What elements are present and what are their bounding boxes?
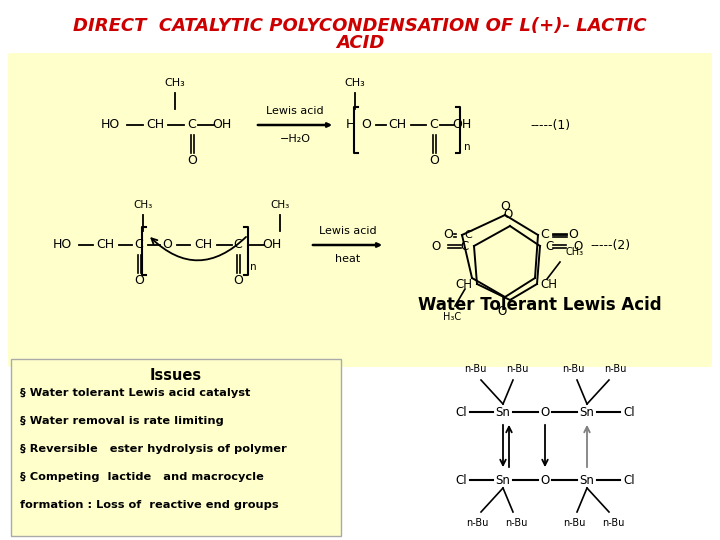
Text: formation : Loss of  reactive end groups: formation : Loss of reactive end groups bbox=[20, 500, 279, 510]
Text: HO: HO bbox=[100, 118, 120, 132]
Text: Lewis acid: Lewis acid bbox=[319, 226, 377, 236]
Text: CH₃: CH₃ bbox=[133, 200, 153, 210]
Text: CH: CH bbox=[96, 239, 114, 252]
Text: HO: HO bbox=[53, 239, 71, 252]
Text: C: C bbox=[461, 240, 469, 253]
Text: n-Bu: n-Bu bbox=[602, 518, 624, 528]
Text: Sn: Sn bbox=[495, 406, 510, 419]
Text: Issues: Issues bbox=[150, 368, 202, 383]
Text: O: O bbox=[134, 274, 144, 287]
Text: Cl: Cl bbox=[455, 406, 467, 419]
Text: ACID: ACID bbox=[336, 34, 384, 52]
Text: Lewis acid: Lewis acid bbox=[266, 106, 324, 116]
Text: n-Bu: n-Bu bbox=[604, 364, 626, 374]
Text: CH₃: CH₃ bbox=[565, 247, 583, 257]
Text: O: O bbox=[162, 239, 172, 252]
Text: n: n bbox=[250, 262, 256, 272]
Text: O: O bbox=[503, 208, 513, 221]
Text: n-Bu: n-Bu bbox=[506, 364, 528, 374]
Text: CH₃: CH₃ bbox=[345, 78, 365, 88]
Text: O: O bbox=[187, 154, 197, 167]
Text: -----(2): -----(2) bbox=[590, 239, 630, 252]
Text: −H₂O: −H₂O bbox=[279, 134, 310, 144]
Text: H: H bbox=[346, 118, 355, 132]
Text: Sn: Sn bbox=[495, 474, 510, 487]
Text: -----(1): -----(1) bbox=[530, 118, 570, 132]
Text: O: O bbox=[443, 228, 453, 241]
Text: O: O bbox=[429, 154, 439, 167]
Text: OH: OH bbox=[452, 118, 472, 132]
Text: CH₃: CH₃ bbox=[165, 78, 185, 88]
Text: Sn: Sn bbox=[580, 406, 595, 419]
Text: Sn: Sn bbox=[580, 474, 595, 487]
Text: n-Bu: n-Bu bbox=[562, 364, 584, 374]
Text: C: C bbox=[545, 240, 553, 253]
Text: Cl: Cl bbox=[624, 406, 635, 419]
Text: C: C bbox=[188, 118, 197, 132]
Text: C: C bbox=[233, 239, 243, 252]
Text: Cl: Cl bbox=[455, 474, 467, 487]
Text: O: O bbox=[361, 118, 371, 132]
Text: O: O bbox=[498, 305, 507, 318]
Text: CH: CH bbox=[455, 278, 472, 291]
Text: DIRECT  CATALYTIC POLYCONDENSATION OF L(+)- LACTIC: DIRECT CATALYTIC POLYCONDENSATION OF L(+… bbox=[73, 17, 647, 35]
Text: n-Bu: n-Bu bbox=[505, 518, 527, 528]
Text: O: O bbox=[541, 406, 549, 419]
Text: OH: OH bbox=[212, 118, 232, 132]
Text: n-Bu: n-Bu bbox=[563, 518, 585, 528]
Text: heat: heat bbox=[336, 254, 361, 264]
Text: CH: CH bbox=[540, 278, 557, 291]
Text: O: O bbox=[432, 240, 441, 253]
Text: § Competing  lactide   and macrocycle: § Competing lactide and macrocycle bbox=[20, 472, 264, 482]
Text: § Water removal is rate limiting: § Water removal is rate limiting bbox=[20, 416, 224, 426]
Text: CH: CH bbox=[146, 118, 164, 132]
Text: O: O bbox=[541, 474, 549, 487]
Text: CH₃: CH₃ bbox=[271, 200, 289, 210]
Text: § Water tolerant Lewis acid catalyst: § Water tolerant Lewis acid catalyst bbox=[20, 388, 251, 398]
Text: Cl: Cl bbox=[624, 474, 635, 487]
Text: C: C bbox=[430, 118, 438, 132]
Text: H₃C: H₃C bbox=[443, 312, 461, 322]
Text: C: C bbox=[541, 228, 549, 241]
Text: C: C bbox=[135, 239, 143, 252]
Text: C: C bbox=[464, 230, 472, 240]
Text: O: O bbox=[568, 228, 578, 241]
Text: CH: CH bbox=[388, 118, 406, 132]
Text: § Reversible   ester hydrolysis of polymer: § Reversible ester hydrolysis of polymer bbox=[20, 444, 287, 454]
Text: O: O bbox=[233, 274, 243, 287]
Text: n-Bu: n-Bu bbox=[466, 518, 488, 528]
Text: OH: OH bbox=[262, 239, 282, 252]
Text: O: O bbox=[573, 240, 582, 253]
Text: O: O bbox=[500, 200, 510, 213]
Text: n: n bbox=[464, 142, 470, 152]
Text: CH: CH bbox=[194, 239, 212, 252]
FancyBboxPatch shape bbox=[8, 53, 712, 367]
FancyBboxPatch shape bbox=[11, 359, 341, 536]
FancyBboxPatch shape bbox=[384, 293, 696, 327]
Text: Water Tolerant Lewis Acid: Water Tolerant Lewis Acid bbox=[418, 296, 662, 314]
Text: n-Bu: n-Bu bbox=[464, 364, 486, 374]
